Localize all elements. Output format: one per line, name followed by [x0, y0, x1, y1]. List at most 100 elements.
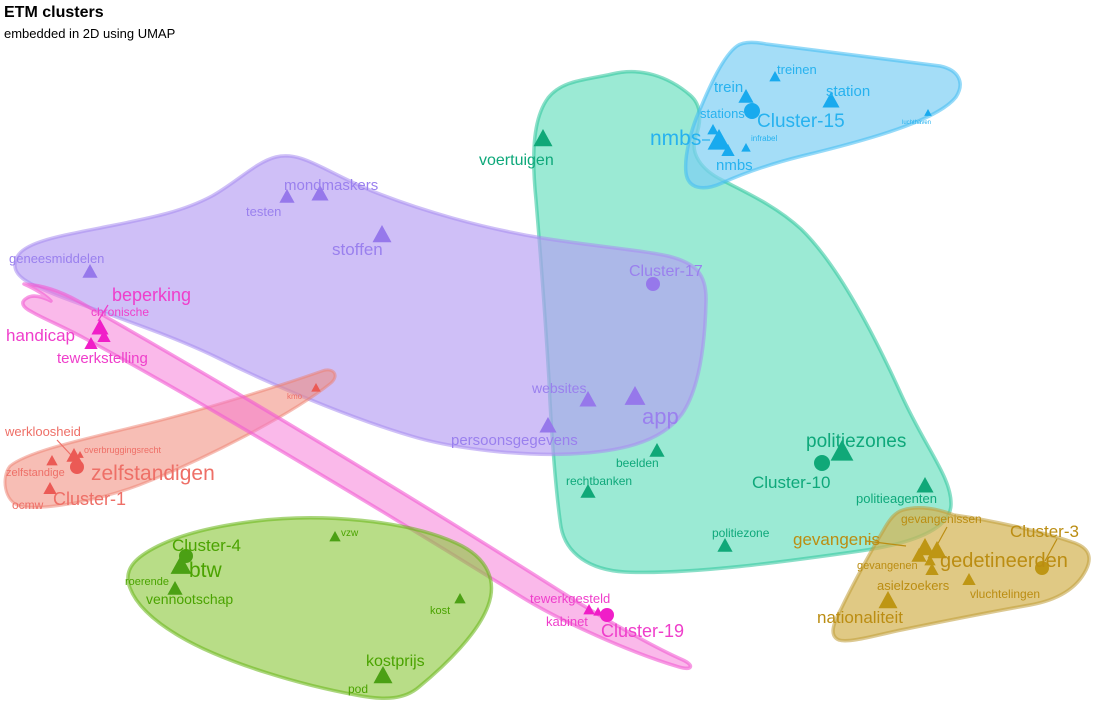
cluster-center-marker-Cluster-17 [646, 277, 660, 291]
topic-label-nmbs: nmbs [716, 157, 753, 174]
topic-label-gedetineerden: gedetineerden [940, 550, 1068, 572]
annotation-line-Cluster-3-0 [865, 540, 907, 547]
topic-label-mondmaskers: mondmaskers [284, 177, 378, 194]
topic-marker-tewerkstelling [84, 337, 98, 350]
topic-label-geneesmiddelen: geneesmiddelen [9, 251, 104, 266]
topic-label-beelden: beelden [616, 456, 659, 470]
cluster-hull-Cluster-17 [13, 154, 708, 457]
topic-marker-nmbs-2 [721, 144, 735, 157]
cluster-hull-Cluster-19 [21, 282, 693, 671]
cluster-center-marker-Cluster-10 [814, 455, 830, 471]
topic-label-chronische: chronische [91, 305, 149, 319]
topic-label-trein: trein [714, 79, 743, 96]
topic-marker-btw [170, 555, 192, 574]
topic-marker-kostprijs [373, 666, 393, 684]
topic-label-zelfstandigen: zelfstandigen [91, 462, 215, 485]
topic-label-vennootschap: vennootschap [146, 591, 233, 607]
cluster-hull-Cluster-3 [831, 506, 1091, 643]
cluster-center-marker-Cluster-19 [600, 608, 614, 622]
topic-label-beperking: beperking [112, 285, 191, 305]
topic-marker-app [624, 386, 646, 405]
topic-label-nationaliteit: nationaliteit [817, 608, 903, 627]
topic-label-roerende: roerende [125, 576, 169, 588]
topic-marker-asielzoekers [962, 573, 976, 586]
topic-marker-persoonsgegevens [539, 417, 557, 433]
topic-label-kost: kost [430, 605, 450, 617]
topic-marker-kmo [311, 383, 321, 392]
topic-label-persoonsgegevens: persoonsgegevens [451, 432, 578, 449]
topic-label-websites: websites [531, 380, 586, 396]
topic-marker-politiezones [830, 440, 854, 461]
topic-label-Cluster-3: Cluster-3 [1010, 522, 1079, 541]
topic-marker-voertuigen [533, 129, 553, 147]
topic-marker-nationaliteit [878, 591, 898, 609]
topic-label-vluchtelingen: vluchtelingen [970, 587, 1040, 601]
topic-label-Cluster-1: Cluster-1 [53, 489, 126, 509]
topic-label-luchthaven: luchthaven [902, 120, 931, 126]
topic-label-gevangenen: gevangenen [857, 560, 918, 572]
topic-label-ocmw: ocmw [12, 498, 44, 512]
topic-label-Cluster-19: Cluster-19 [601, 621, 684, 641]
topic-label-gevangenis: gevangenis [793, 530, 880, 549]
topic-marker-tewerkgesteld [583, 604, 595, 615]
topic-marker-zelfstandigen [66, 448, 82, 462]
annotation-line-Cluster-1-0 [56, 439, 72, 456]
topic-marker-trein [738, 89, 754, 103]
cluster-center-marker-Cluster-15 [744, 103, 760, 119]
topic-label-rechtbanken: rechtbanken [566, 474, 632, 488]
annotation-line-Cluster-19-0 [97, 304, 109, 322]
topic-label-politiezones: politiezones [806, 431, 906, 452]
chart-header: ETM clusters embedded in 2D using UMAP [4, 2, 175, 44]
topic-label-kmo: kmo [287, 392, 303, 401]
topic-label-Cluster-4: Cluster-4 [172, 536, 241, 555]
topic-marker-stations [707, 124, 719, 135]
topic-marker-geneesmiddelen [82, 264, 98, 278]
topic-label-infrabel: infrabel [751, 134, 777, 143]
topic-label-zelfstandige: zelfstandige [6, 467, 65, 479]
topic-label-werkloosheid: werkloosheid [4, 424, 81, 439]
topic-label-politiezone: politiezone [712, 526, 770, 540]
topic-label-app: app [642, 404, 679, 429]
topic-marker-websites [579, 391, 597, 407]
topic-label-stoffen: stoffen [332, 240, 383, 259]
topic-label-Cluster-17: Cluster-17 [629, 263, 703, 280]
cluster-hull-Cluster-15 [683, 40, 962, 190]
cluster-center-marker-Cluster-3 [1035, 561, 1049, 575]
topic-marker-gevangenen [925, 563, 939, 576]
topic-label-asielzoekers: asielzoekers [877, 578, 950, 593]
topic-label-tewerkgesteld: tewerkgesteld [530, 591, 610, 606]
chart-title: ETM clusters [4, 4, 104, 21]
topic-label-overbruggingsrecht: overbruggingsrecht [84, 445, 162, 455]
topic-label-kostprijs: kostprijs [366, 653, 425, 670]
topic-marker-kost [454, 593, 466, 604]
topic-marker-mondmaskers-2 [311, 185, 329, 201]
topic-label-testen: testen [246, 204, 281, 219]
topic-marker-luchthaven [924, 109, 932, 116]
topic-marker-beelden [649, 443, 665, 457]
topic-marker-treinen [769, 71, 781, 82]
topic-marker-nmbs [707, 129, 731, 150]
topic-label-vzw: vzw [341, 528, 359, 539]
topic-marker-gevangenen-2 [924, 555, 936, 566]
cluster-hull-Cluster-4 [126, 516, 494, 701]
chart-subtitle: embedded in 2D using UMAP [4, 26, 176, 41]
cluster-center-marker-Cluster-1 [70, 460, 84, 474]
topic-marker-rechtbanken [580, 484, 596, 498]
topic-marker-zelfstandige [46, 455, 58, 466]
topic-label-voertuigen: voertuigen [479, 152, 554, 169]
topic-marker-gevangenis [911, 548, 927, 562]
topic-label-Cluster-10: Cluster-10 [752, 473, 830, 492]
topic-marker-mondmaskers [279, 189, 295, 203]
topic-label-gevangenissen: gevangenissen [901, 512, 982, 526]
topic-label-handicap: handicap [6, 326, 75, 345]
topic-marker-chronische [97, 330, 111, 343]
topic-marker-vzw [329, 531, 341, 542]
topic-marker-ocmw [43, 482, 57, 495]
topic-label-stations: stations [700, 106, 745, 121]
topic-label-tewerkstelling: tewerkstelling [57, 350, 148, 367]
topic-marker-roerende [167, 581, 183, 595]
topic-marker-gevangenissen [927, 541, 947, 559]
topic-marker-politieagenten [916, 477, 934, 493]
topic-label-nmbs: nmbs [650, 127, 701, 150]
